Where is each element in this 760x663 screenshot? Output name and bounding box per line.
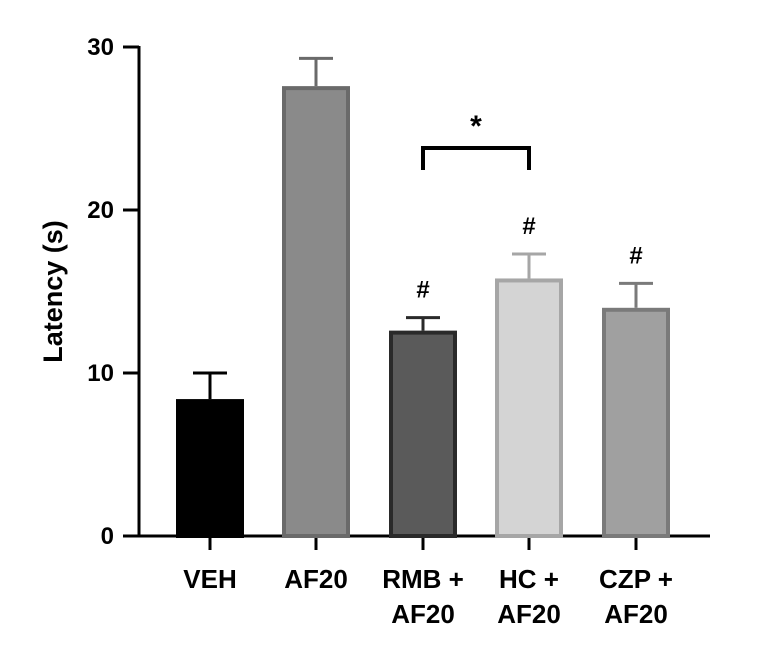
marker-2: # <box>416 277 429 304</box>
marker-3: # <box>522 213 535 240</box>
bars <box>176 86 670 539</box>
x-tick-label-3-1: AF20 <box>497 599 561 629</box>
x-tick-label-4-1: AF20 <box>604 599 668 629</box>
significance-bracket-0 <box>421 146 531 170</box>
x-tick-label-2-0: RMB + <box>382 564 464 594</box>
significance-label-0: * <box>470 110 482 143</box>
x-tick-label-2-1: AF20 <box>391 599 455 629</box>
bar-1 <box>282 86 350 539</box>
x-tick-label-0-0: VEH <box>183 564 236 594</box>
y-tick-label-0: 0 <box>101 523 114 550</box>
y-tick-label-3: 30 <box>87 34 114 61</box>
x-tick-label-1-0: AF20 <box>284 564 348 594</box>
bar-2 <box>389 330 457 538</box>
y-tick-label-2: 20 <box>87 197 114 224</box>
annotations: # # # * <box>416 110 642 304</box>
x-tick-label-4-0: CZP + <box>599 564 673 594</box>
x-tick-label-3-0: HC + <box>499 564 559 594</box>
labels: VEH AF20 RMB + AF20 HC + AF20 CZP + AF20 0 10 20 30… <box>38 34 673 629</box>
y-axis-label: Latency (s) <box>38 220 68 363</box>
y-tick-label-1: 10 <box>87 360 114 387</box>
marker-4: # <box>629 242 642 269</box>
bar-0 <box>176 399 244 538</box>
bar-3 <box>495 278 563 538</box>
error-bars <box>193 56 653 400</box>
bar-4 <box>602 307 670 538</box>
